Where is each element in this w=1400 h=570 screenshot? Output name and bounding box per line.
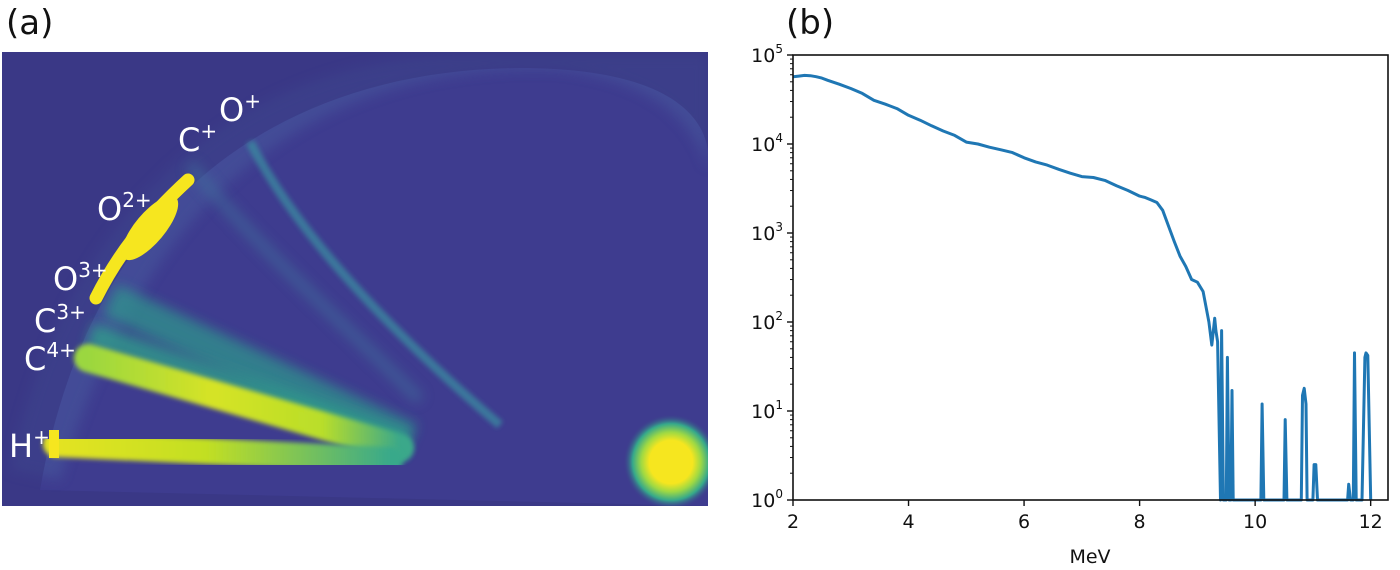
ion-label-o3-plus: O3+ [53, 258, 108, 298]
y-tick-label: 104 [751, 131, 783, 156]
x-axis-title: MeV [1069, 546, 1110, 568]
ion-label-o-plus: O+ [219, 89, 261, 129]
axes-frame [792, 54, 1389, 501]
o2-plus-blob [121, 195, 179, 261]
y-tick-label: 105 [751, 42, 783, 67]
series-line-0 [792, 73, 1373, 502]
detector-image [2, 52, 708, 506]
y-axis: 100 101 102 103 104 105 [751, 42, 793, 512]
image-vignette [2, 52, 708, 506]
x-tick-label: 6 [1018, 511, 1030, 533]
ion-label-c-plus: C+ [178, 119, 217, 159]
x-tick-label: 4 [902, 511, 914, 533]
y-tick-label: 103 [751, 220, 783, 245]
x-tick-label: 10 [1243, 511, 1267, 533]
ion-label-c3-plus: C3+ [34, 300, 86, 340]
track-h-plus [43, 431, 403, 473]
spectrum-chart: 2 4 6 8 10 12 100 101 102 103 104 105 MeV [751, 42, 1389, 568]
x-tick-label: 12 [1359, 511, 1383, 533]
panel-a-label: (a) [6, 3, 53, 43]
track-c4-plus [74, 344, 414, 462]
h-plus-edge [49, 430, 59, 458]
y-tick-label: 102 [751, 309, 783, 334]
ion-label-h-plus: H+ [9, 425, 50, 465]
zero-order-core [650, 442, 690, 482]
x-tick-label: 2 [787, 511, 799, 533]
y-tick-label: 100 [751, 487, 783, 512]
x-tick-label: 8 [1134, 511, 1146, 533]
y-tick-label: 101 [751, 398, 783, 423]
series-layer [792, 73, 1373, 502]
x-axis: 2 4 6 8 10 12 [787, 500, 1383, 533]
track-o-plus [245, 139, 503, 429]
panel-b-label: (b) [786, 3, 834, 43]
ion-label-o2-plus: O2+ [97, 188, 152, 228]
ion-label-c4-plus: C4+ [24, 338, 76, 378]
track-c-plus [185, 161, 425, 405]
